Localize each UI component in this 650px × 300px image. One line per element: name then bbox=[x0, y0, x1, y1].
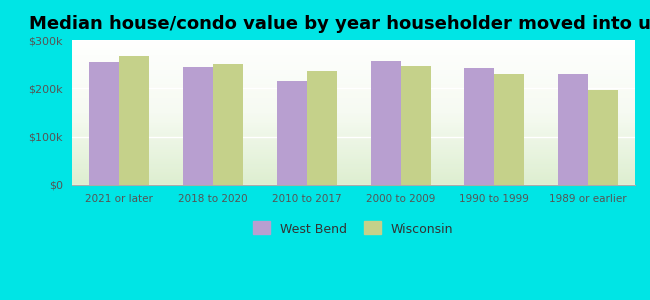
Title: Median house/condo value by year householder moved into unit: Median house/condo value by year househo… bbox=[29, 15, 650, 33]
Bar bbox=[213, 64, 243, 185]
Bar bbox=[588, 90, 618, 185]
Bar bbox=[400, 66, 430, 185]
Bar bbox=[370, 61, 400, 185]
Bar bbox=[400, 66, 430, 185]
Bar bbox=[213, 64, 243, 185]
Bar bbox=[558, 74, 588, 185]
Bar bbox=[277, 81, 307, 185]
Bar bbox=[495, 74, 525, 185]
Bar bbox=[183, 67, 213, 185]
Bar bbox=[558, 74, 588, 185]
Bar bbox=[119, 56, 150, 185]
Bar bbox=[119, 56, 150, 185]
Bar bbox=[464, 68, 495, 185]
Bar bbox=[89, 62, 119, 185]
Bar bbox=[277, 81, 307, 185]
Bar bbox=[370, 61, 400, 185]
Bar bbox=[307, 70, 337, 185]
Bar bbox=[183, 67, 213, 185]
Bar bbox=[307, 70, 337, 185]
Bar bbox=[89, 62, 119, 185]
Bar bbox=[464, 68, 495, 185]
Bar bbox=[588, 90, 618, 185]
Bar bbox=[495, 74, 525, 185]
Legend: West Bend, Wisconsin: West Bend, Wisconsin bbox=[255, 223, 453, 236]
